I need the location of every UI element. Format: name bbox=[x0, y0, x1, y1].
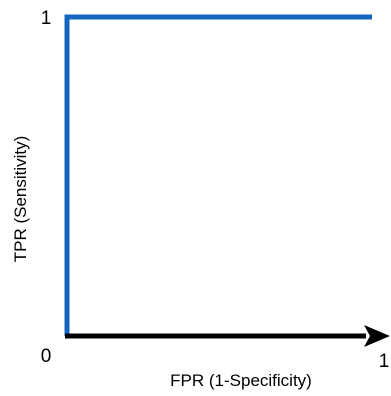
series-layer bbox=[64, 14, 372, 336]
y-tick-label: 1 bbox=[41, 8, 52, 29]
roc-curve-line bbox=[64, 14, 372, 336]
x-tick-label: 1 bbox=[379, 351, 390, 372]
x-tick-label: 0 bbox=[41, 346, 52, 367]
x-axis-arrowhead bbox=[364, 325, 390, 347]
y-axis-label: TPR (Sensitivity) bbox=[11, 136, 30, 263]
ticks-layer: 0 1 1 bbox=[41, 8, 390, 372]
x-axis-label: FPR (1-Specificity) bbox=[170, 371, 312, 390]
